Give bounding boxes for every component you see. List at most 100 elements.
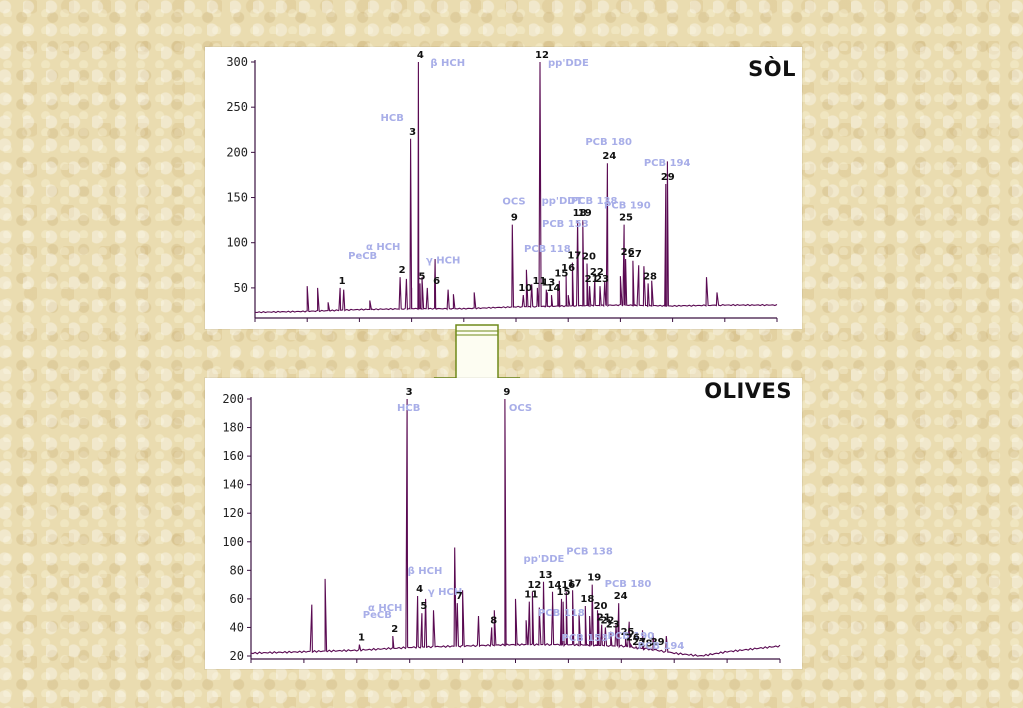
- y-tick-label: 100: [222, 535, 244, 549]
- peak-number-label: 26: [626, 633, 640, 644]
- compound-label: γ HCH: [428, 587, 462, 598]
- peak-number-label: 11: [524, 590, 538, 601]
- peak-number-label: 27: [628, 249, 642, 260]
- olives-title: OLIVES: [704, 379, 792, 403]
- peak-number-label: 17: [568, 578, 582, 589]
- peak-number-label: 24: [602, 151, 616, 162]
- peak-number-label: 4: [416, 584, 423, 595]
- peak-number-label: 16: [561, 580, 575, 591]
- peak-number-label: 18: [573, 208, 587, 219]
- chromatogram-trace: [250, 398, 781, 657]
- chromatogram-trace: [254, 61, 778, 314]
- peak-number-label: 3: [406, 387, 413, 398]
- compound-label: β HCH: [430, 58, 465, 69]
- peak-number-label: 23: [595, 274, 609, 285]
- compound-label: PeCB: [363, 610, 392, 621]
- peak-number-label: 25: [621, 627, 635, 638]
- peak-number-label: 14: [547, 283, 561, 294]
- y-tick-label: 140: [222, 478, 244, 492]
- peak-number-label: 13: [541, 278, 555, 289]
- olives-chromatogram-panel: 20 40 60 80 100 120 140 160 180 200 1 2 PeCB 3 HCB 4 β H…: [205, 378, 802, 669]
- y-tick-label: 200: [226, 145, 248, 159]
- sol-title: SÒL: [748, 57, 796, 81]
- peak-number-label: 22: [600, 615, 614, 626]
- y-tick-label: 50: [234, 281, 248, 295]
- peak-number-label: 2: [399, 265, 406, 276]
- y-tick-label: 150: [226, 191, 248, 205]
- peak-number-label: 26: [621, 247, 635, 258]
- compound-label: β HCH: [408, 566, 443, 577]
- compound-label: PCB 180: [605, 579, 652, 590]
- compound-label: pp'DDE: [548, 58, 589, 69]
- y-tick-label: 250: [226, 100, 248, 114]
- y-tick-label: 40: [230, 620, 244, 634]
- peak-number-label: 21: [597, 613, 611, 624]
- peak-number-label: 9: [503, 387, 510, 398]
- y-tick-label: 60: [230, 592, 244, 606]
- y-tick-label: 300: [226, 55, 248, 69]
- sol-chromatogram-panel: 50 100 150 200 250 300 1 2 PeCB 3 HCB 4 β HCH 5 γ HCH 6…: [205, 47, 802, 329]
- peak-number-label: 19: [587, 573, 601, 584]
- compound-label: HCB: [381, 113, 404, 124]
- peak-number-label: 8: [490, 615, 497, 626]
- peak-number-label: 20: [582, 251, 596, 262]
- compound-label: pp'DDE: [524, 554, 565, 565]
- y-tick-label: 20: [230, 649, 244, 663]
- peak-number-label: 22: [590, 267, 604, 278]
- y-tick-label: 100: [226, 236, 248, 250]
- compound-label: PeCB: [348, 251, 377, 262]
- compound-label: HCB: [397, 403, 420, 414]
- y-tick-label: 120: [222, 506, 244, 520]
- compound-label: α HCH: [368, 603, 402, 614]
- peak-number-label: 29: [651, 637, 665, 648]
- compound-label: α HCH: [366, 242, 400, 253]
- compound-label: PCB 180: [585, 137, 632, 148]
- peak-number-label: 5: [418, 271, 425, 282]
- y-tick-label: 180: [222, 421, 244, 435]
- compound-label: γ HCH: [426, 255, 460, 266]
- compound-label: OCS: [502, 197, 525, 208]
- peak-number-label: 16: [561, 263, 575, 274]
- peak-number-label: 27: [632, 637, 646, 648]
- peak-number-label: 11: [532, 276, 546, 287]
- compound-label: PCB 153: [542, 219, 589, 230]
- peak-number-label: 2: [391, 624, 398, 635]
- peak-number-label: 19: [578, 208, 592, 219]
- peak-number-label: 28: [639, 638, 653, 649]
- compound-label: OCS: [509, 403, 532, 414]
- peak-number-label: 15: [554, 269, 568, 280]
- compound-label: PCB 118: [524, 244, 571, 255]
- y-tick-label: 200: [222, 392, 244, 406]
- compound-label: PCB 138: [566, 547, 613, 558]
- peak-number-label: 6: [433, 276, 440, 287]
- peak-number-label: 12: [527, 580, 541, 591]
- compound-label: PCB 194: [638, 641, 685, 652]
- peak-number-label: 13: [539, 570, 553, 581]
- peak-number-label: 1: [358, 633, 365, 644]
- compound-label: PCB 138: [571, 196, 618, 207]
- peak-number-label: 5: [420, 601, 427, 612]
- peak-number-label: 20: [594, 601, 608, 612]
- peak-number-label: 25: [619, 213, 633, 224]
- peak-number-label: 4: [417, 50, 424, 61]
- peak-number-label: 28: [643, 271, 657, 282]
- compound-label: PCB 190: [604, 201, 651, 212]
- peak-number-label: 7: [456, 591, 463, 602]
- peak-number-label: 24: [614, 591, 628, 602]
- y-tick-label: 80: [230, 563, 244, 577]
- peak-number-label: 17: [567, 251, 581, 262]
- compound-label: PCB 194: [644, 158, 691, 169]
- compound-label: PCB 118: [538, 608, 585, 619]
- compound-label: pp'DDT: [542, 196, 583, 207]
- peak-number-label: 9: [511, 213, 518, 224]
- peak-number-label: 12: [535, 50, 549, 61]
- compound-label: PCB 190: [608, 631, 655, 642]
- peak-number-label: 14: [548, 580, 562, 591]
- peak-number-label: 23: [606, 620, 620, 631]
- peak-number-label: 21: [585, 274, 599, 285]
- y-tick-label: 160: [222, 449, 244, 463]
- peak-number-label: 29: [661, 172, 675, 183]
- peak-number-label: 18: [580, 594, 594, 605]
